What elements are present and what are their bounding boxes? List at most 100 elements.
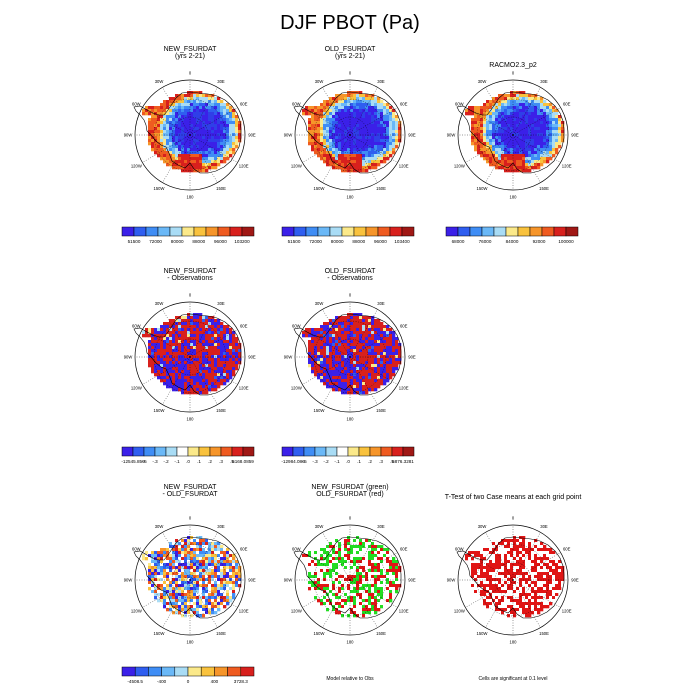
map-panel-1: 0 30E 60E 90E 120E 150E 180 150W 120W 90W 60W 30W — [124, 71, 256, 200]
longitude-label-60e: 60E — [240, 547, 248, 552]
longitude-label-120w: 120W — [291, 164, 302, 169]
colorbar-label: 84000 — [506, 239, 519, 244]
longitude-label-150e: 150E — [216, 631, 226, 636]
longitude-label-120w: 120W — [131, 386, 142, 391]
longitude-label-90e: 90E — [571, 578, 579, 583]
longitude-label-90e: 90E — [248, 355, 256, 360]
colorbar-label: -.3 — [312, 459, 318, 464]
longitude-label-30w: 30W — [315, 301, 324, 306]
colorbar-swatch — [341, 226, 355, 237]
colorbar-swatch — [161, 666, 176, 677]
colorbar-swatch — [391, 446, 404, 457]
colorbar-label: 51500 — [128, 239, 141, 244]
longitude-label-150e: 150E — [539, 186, 549, 191]
panel-4-title-line1: NEW_FSURDAT — [163, 268, 217, 275]
longitude-label-60w: 60W — [132, 324, 141, 329]
longitude-label-90w: 90W — [124, 355, 133, 360]
colorbar-label: -12984.086 — [281, 459, 305, 464]
longitude-label-120w: 120W — [291, 386, 302, 391]
longitude-label-60e: 60E — [400, 102, 408, 107]
panel-8-title-line2: OLD_FSURDAT (red) — [316, 491, 384, 498]
colorbar-label: -.5 — [301, 459, 307, 464]
colorbar-swatch — [169, 226, 183, 237]
longitude-label-30e: 30E — [377, 79, 385, 84]
colorbar-swatch — [227, 666, 242, 677]
colorbar-swatch — [347, 446, 360, 457]
longitude-label-60w: 60W — [292, 547, 301, 552]
longitude-label-60w: 60W — [132, 102, 141, 107]
colorbar-label: 6876.3281 — [392, 459, 414, 464]
longitude-label-180: 180 — [347, 640, 355, 645]
colorbar-swatch — [157, 226, 171, 237]
colorbar-swatch — [305, 226, 319, 237]
panel-2-title: OLD_FSURDAT (yrs 2-21) — [290, 46, 410, 60]
colorbar-label: .5 — [390, 459, 394, 464]
longitude-label-90w: 90W — [124, 578, 133, 583]
colorbar-swatch — [176, 446, 189, 457]
longitude-label-180: 180 — [187, 640, 195, 645]
colorbar-swatch — [369, 446, 382, 457]
colorbar-swatch — [242, 446, 255, 457]
colorbar-5: -12984.086-.5 -.3 -.2 -.1 .0 .1 .2 .3 .56876.328… — [281, 446, 414, 464]
panel-7-title: NEW_FSURDAT - OLD_FSURDAT — [130, 484, 250, 498]
panel-8-title: NEW_FSURDAT (green) OLD_FSURDAT (red) — [290, 484, 410, 498]
colorbar-swatch — [220, 446, 233, 457]
colorbar-swatch — [541, 226, 555, 237]
colorbar-swatch — [154, 446, 167, 457]
longitude-label-60w: 60W — [455, 102, 464, 107]
longitude-label-150w: 150W — [154, 631, 165, 636]
colorbar-label: -.1 — [174, 459, 180, 464]
longitude-label-180: 180 — [347, 417, 355, 422]
longitude-label-30e: 30E — [540, 524, 548, 529]
colorbar-swatch — [133, 226, 147, 237]
longitude-label-120e: 120E — [239, 386, 249, 391]
longitude-label-60w: 60W — [455, 547, 464, 552]
longitude-label-150w: 150W — [477, 186, 488, 191]
colorbar-swatch — [281, 446, 294, 457]
colorbar-label: 103400 — [394, 239, 410, 244]
colorbar-swatch — [292, 446, 305, 457]
colorbar-label: 80000 — [171, 239, 184, 244]
colorbar-label: 3728.3 — [234, 679, 248, 684]
longitude-label-30e: 30E — [217, 301, 225, 306]
colorbar-label: -12545.859 — [121, 459, 145, 464]
longitude-label-60e: 60E — [400, 324, 408, 329]
map-panel-3: 0 30E 60E 90E 120E 150E 180 150W 120W 90W 60W 30W — [447, 71, 579, 200]
panel-9-title: T-Test of two Case means at each grid po… — [433, 494, 593, 501]
map-panel-8: 0 30E 60E 90E 120E 150E 180 150W 120W 90W 60W 30W — [284, 516, 416, 645]
longitude-label-60w: 60W — [132, 547, 141, 552]
colorbar-swatch — [231, 446, 244, 457]
colorbar-swatch — [200, 666, 215, 677]
longitude-label-150w: 150W — [314, 408, 325, 413]
colorbar-swatch — [145, 226, 159, 237]
colorbar-swatch — [481, 226, 495, 237]
longitude-label-30e: 30E — [377, 524, 385, 529]
longitude-label-90w: 90W — [284, 355, 293, 360]
longitude-label-30w: 30W — [315, 79, 324, 84]
colorbar-swatch — [121, 446, 134, 457]
panel-4-title: NEW_FSURDAT - Observations — [130, 268, 250, 282]
longitude-label-0: 0 — [349, 71, 352, 76]
colorbar-swatch — [493, 226, 507, 237]
longitude-label-90e: 90E — [571, 133, 579, 138]
colorbar-swatch — [445, 226, 459, 237]
colorbar-swatch — [358, 446, 371, 457]
colorbar-swatch — [134, 666, 149, 677]
panel-5-title-line2: - Observations — [327, 275, 373, 282]
map-panel-7: 0 30E 60E 90E 120E 150E 180 150W 120W 90W 60W 30W — [124, 516, 256, 645]
panel-3-title: RACMO2.3_p2 — [453, 62, 573, 69]
figure-title: DJF PBOT (Pa) — [280, 12, 420, 34]
colorbar-swatch — [553, 226, 567, 237]
panel-5-title-line1: OLD_FSURDAT — [324, 268, 376, 275]
colorbar-swatch — [389, 226, 403, 237]
colorbar-label: .3 — [219, 459, 223, 464]
colorbar-label: .2 — [208, 459, 212, 464]
colorbar-swatch — [281, 226, 295, 237]
colorbar-swatch — [132, 446, 145, 457]
colorbar-swatch — [205, 226, 219, 237]
longitude-label-90w: 90W — [284, 133, 293, 138]
longitude-label-90e: 90E — [408, 133, 416, 138]
colorbar-swatch — [457, 226, 471, 237]
longitude-label-120e: 120E — [399, 386, 409, 391]
colorbar-swatch — [187, 446, 200, 457]
